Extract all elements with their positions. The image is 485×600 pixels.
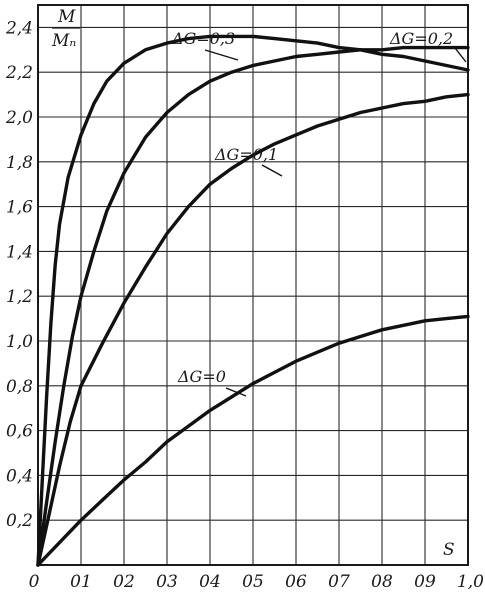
y-tick-label: 0,2 [6,511,33,531]
curve-label-g01: ΔG=0,1 [214,145,278,164]
y-tick-label: 1,2 [6,287,33,307]
x-tick-label: 01 [70,572,92,592]
x-tick-label: 02 [113,572,135,592]
chart-grid [38,5,468,565]
curve-labels: ΔG=0,3 ΔG=0,2 ΔG=0,1 ΔG=0 [171,29,453,386]
leader-line-0 [204,49,239,61]
x-tick-label: 0 [29,572,40,592]
y-tick-label: 2,4 [5,18,33,38]
curve-label-g0: ΔG=0 [177,367,226,386]
series-line-2 [36,45,470,567]
leader-line-3 [225,387,247,397]
curves-layer [36,34,470,567]
y-tick-label: 1,8 [6,153,33,173]
x-axis-title: S [443,540,455,560]
y-axis-title-numerator: M [57,7,76,27]
series-line-0 [36,314,470,567]
y-tick-label: 2,0 [5,108,33,128]
y-tick-label: 2,2 [5,63,33,83]
series-line-1 [36,92,470,567]
y-tick-label: 1,6 [6,198,33,218]
y-tick-label: 0,6 [6,422,33,442]
tick-labels: 0 01 02 03 04 05 06 07 08 09 1,0 0,2 0,4 0,6 0,8 1,0 1,2… [5,18,484,592]
curve-label-g02: ΔG=0,2 [389,29,453,48]
y-axis-title-denominator: Mₙ [51,31,76,51]
y-tick-label: 1,4 [6,242,33,262]
curve-label-g03: ΔG=0,3 [171,29,235,48]
x-tick-label: 09 [414,572,436,592]
x-tick-label: 04 [199,572,221,592]
x-tick-label: 1,0 [457,572,484,592]
series-line-3 [36,34,470,567]
x-tick-label: 03 [156,572,178,592]
y-tick-label: 0,8 [6,377,33,397]
leader-line-2 [261,164,283,177]
plot-frame [37,4,469,566]
x-tick-label: 08 [371,572,393,592]
y-tick-label: 1,0 [6,332,33,352]
x-tick-label: 05 [242,572,264,592]
y-tick-label: 0,4 [6,466,33,486]
leader-line-1 [454,47,467,63]
x-tick-label: 06 [285,572,307,592]
leader-lines [204,47,467,397]
x-tick-label: 07 [328,572,350,592]
